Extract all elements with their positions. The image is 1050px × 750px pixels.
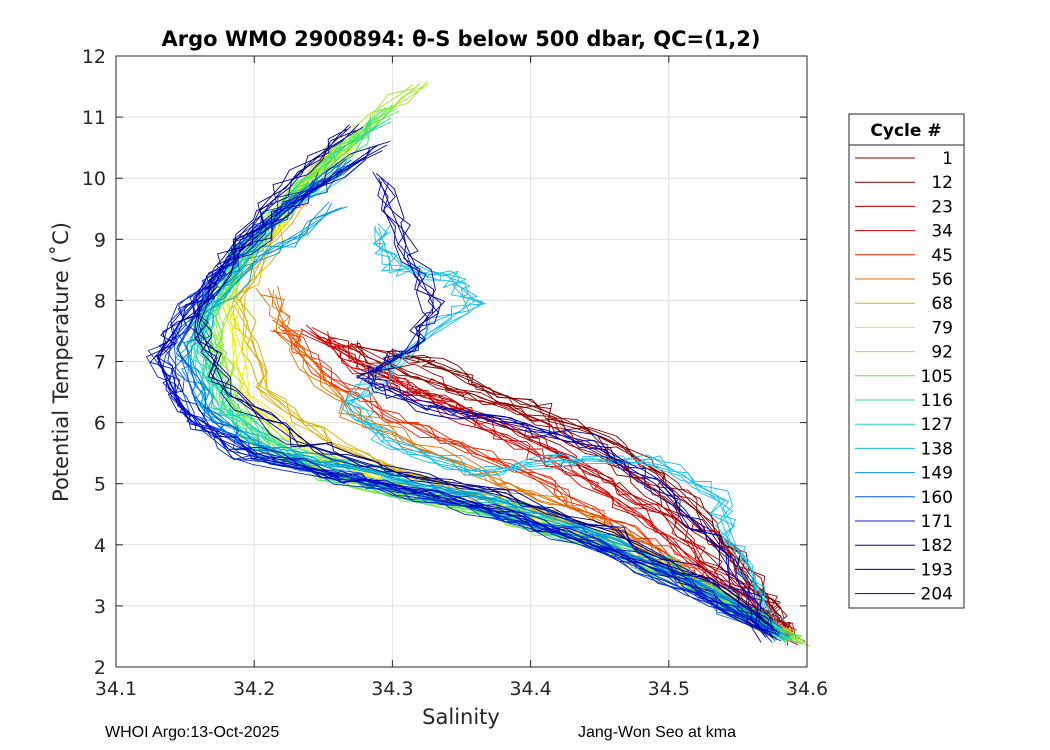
x-tick-label: 34.1 bbox=[95, 678, 137, 700]
legend-label: 193 bbox=[921, 560, 953, 580]
series-line bbox=[193, 124, 773, 629]
y-tick-label: 9 bbox=[94, 229, 106, 251]
legend-label: 182 bbox=[921, 536, 953, 556]
series-line bbox=[395, 354, 791, 636]
series-line bbox=[311, 326, 783, 635]
chart-title: Argo WMO 2900894: θ-S below 500 dbar, QC… bbox=[162, 27, 761, 51]
series-line bbox=[344, 231, 783, 636]
legend-label: 68 bbox=[931, 294, 953, 314]
legend: Cycle # 1 12 23 34 45 56 68 79 92 105 116 127 138 149… bbox=[848, 113, 965, 609]
legend-label: 12 bbox=[931, 173, 953, 193]
footer-author: Jang-Won Seo at kma bbox=[578, 724, 737, 741]
series-line bbox=[149, 144, 780, 636]
series-182 bbox=[356, 171, 774, 629]
legend-label: 204 bbox=[921, 585, 953, 605]
series-204 bbox=[149, 140, 780, 643]
y-tick-label: 3 bbox=[94, 596, 106, 618]
series-line bbox=[349, 225, 788, 625]
legend-label: 34 bbox=[931, 222, 953, 242]
y-tick-label: 8 bbox=[94, 290, 106, 312]
legend-title: Cycle # bbox=[870, 121, 941, 141]
legend-label: 23 bbox=[931, 197, 953, 217]
series-138 bbox=[340, 223, 788, 636]
series-layer bbox=[146, 81, 811, 647]
legend-entries: 1 12 23 34 45 56 68 79 92 105 116 127 138 149 160 171 18… bbox=[855, 149, 953, 605]
x-tick-label: 34.3 bbox=[371, 678, 413, 700]
legend-label: 79 bbox=[931, 318, 953, 338]
series-line bbox=[356, 173, 759, 626]
legend-box bbox=[848, 113, 965, 609]
legend-label: 45 bbox=[931, 246, 953, 266]
series-line bbox=[194, 126, 774, 639]
legend-label: 171 bbox=[921, 512, 953, 532]
x-axis-label: Salinity bbox=[422, 705, 500, 729]
legend-label: 138 bbox=[921, 439, 953, 459]
legend-label: 116 bbox=[921, 391, 953, 411]
legend-label: 56 bbox=[931, 270, 953, 290]
series-line bbox=[157, 150, 767, 639]
y-tick-label: 12 bbox=[82, 46, 106, 68]
series-line bbox=[194, 129, 775, 628]
series-line bbox=[158, 140, 769, 635]
y-tick-label: 7 bbox=[94, 352, 106, 374]
series-line bbox=[156, 146, 770, 633]
y-tick-label: 6 bbox=[94, 413, 106, 435]
y-tick-label: 10 bbox=[82, 168, 106, 190]
series-line bbox=[369, 177, 765, 624]
tick-labels: 34.1 34.2 34.3 34.4 34.5 34.6 2 3 4 5 6 7 8 9 10 11 12 bbox=[82, 46, 828, 700]
x-tick-label: 34.6 bbox=[786, 678, 828, 700]
y-axis-label: Potential Temperature (˚C) bbox=[49, 222, 73, 502]
y-tick-label: 5 bbox=[94, 474, 106, 496]
x-tick-label: 34.2 bbox=[233, 678, 275, 700]
legend-label: 149 bbox=[921, 464, 953, 484]
x-tick-label: 34.4 bbox=[509, 678, 551, 700]
x-tick-label: 34.5 bbox=[648, 678, 690, 700]
series-line bbox=[340, 345, 792, 641]
legend-label: 105 bbox=[921, 367, 953, 387]
series-line bbox=[346, 227, 769, 628]
legend-label: 127 bbox=[921, 415, 953, 435]
y-tick-label: 2 bbox=[94, 657, 106, 679]
y-tick-label: 11 bbox=[82, 107, 106, 129]
y-tick-label: 4 bbox=[94, 535, 106, 557]
legend-label: 1 bbox=[942, 149, 953, 169]
footer-source: WHOI Argo:13-Oct-2025 bbox=[105, 724, 280, 741]
series-line bbox=[394, 352, 789, 625]
series-line bbox=[154, 146, 762, 643]
series-line bbox=[234, 148, 776, 642]
legend-label: 92 bbox=[931, 343, 953, 363]
series-line bbox=[305, 324, 777, 639]
ticks bbox=[115, 55, 808, 668]
series-line bbox=[346, 223, 785, 632]
series-line bbox=[368, 171, 763, 629]
legend-label: 160 bbox=[921, 488, 953, 508]
